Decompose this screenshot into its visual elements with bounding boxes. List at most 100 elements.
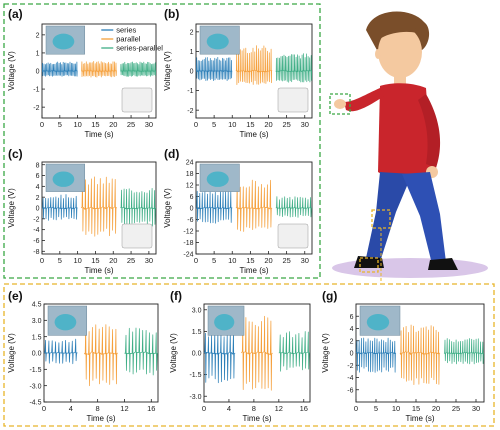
x-tick-label: 0 xyxy=(42,404,46,413)
x-tick-label: 30 xyxy=(301,256,309,265)
y-tick-label: -8 xyxy=(33,249,39,256)
y-tick-label: 4 xyxy=(350,326,354,333)
y-axis-label: Voltage (V) xyxy=(7,51,16,91)
y-tick-label: 6 xyxy=(190,194,194,201)
signal-parallel xyxy=(80,176,117,237)
y-tick-label: 3.0 xyxy=(192,307,202,314)
signal-parallel xyxy=(235,179,273,232)
wrist-highlight-box xyxy=(329,93,351,115)
signal-parallel xyxy=(235,45,273,85)
panel-e: (e) 0 4 8 12 16 4.5 3.0 1.5 0.0 -1.5 -3.0 -4.5 Time (… xyxy=(7,289,159,423)
y-tick-label: -1 xyxy=(187,88,193,95)
signal-series-parallel xyxy=(124,327,159,376)
keyboard-typing-icon xyxy=(121,87,153,113)
signal-parallel xyxy=(83,322,118,387)
walking-person-cartoon xyxy=(329,11,488,282)
panel-label: (f) xyxy=(170,289,182,303)
y-tick-label: 0 xyxy=(190,206,194,213)
x-tick-label: 8 xyxy=(252,404,256,413)
y-tick-label: 0 xyxy=(36,69,40,76)
signal-series-parallel xyxy=(278,331,311,372)
y-axis-label: Voltage (V) xyxy=(169,333,178,373)
x-tick-label: 30 xyxy=(301,120,309,129)
x-axis-label: Time (s) xyxy=(405,414,434,423)
group-frame-yellow xyxy=(3,283,495,427)
panel-label: (c) xyxy=(8,147,23,161)
x-tick-label: 12 xyxy=(275,404,283,413)
panel-label: (d) xyxy=(164,147,179,161)
x-tick-label: 10 xyxy=(73,256,81,265)
signal-series xyxy=(203,330,236,384)
y-tick-label: 1 xyxy=(190,49,194,56)
heel-highlight-box xyxy=(359,257,379,273)
x-tick-label: 20 xyxy=(432,404,440,413)
y-tick-label: 2 xyxy=(350,338,354,345)
y-tick-label: -2 xyxy=(187,108,193,115)
x-tick-label: 15 xyxy=(91,256,99,265)
y-tick-label: -1.5 xyxy=(29,367,41,374)
y-tick-label: -3.0 xyxy=(29,383,41,390)
x-tick-label: 25 xyxy=(452,404,460,413)
y-tick-label: 0 xyxy=(190,69,194,76)
panel-d: (d) 0 5 10 15 20 25 30 24 18 12 6 0 -6 -12 -18 -24 Time (… xyxy=(163,147,313,275)
y-tick-label: 3.0 xyxy=(32,318,42,325)
x-tick-label: 12 xyxy=(120,404,128,413)
y-tick-label: 6 xyxy=(36,173,40,180)
y-tick-label: 2 xyxy=(36,32,40,39)
y-tick-label: 0 xyxy=(36,206,40,213)
y-tick-label: -6 xyxy=(33,238,39,245)
signal-series-parallel xyxy=(275,53,313,83)
legend-entry: series-parallel xyxy=(116,44,163,53)
y-axis-label: Voltage (V) xyxy=(163,188,172,228)
y-tick-label: -1.5 xyxy=(189,372,201,379)
signal-parallel xyxy=(81,61,117,78)
x-tick-label: 10 xyxy=(73,120,81,129)
y-tick-label: -4 xyxy=(347,375,353,382)
x-tick-label: 25 xyxy=(282,120,290,129)
x-tick-label: 10 xyxy=(228,120,236,129)
glove-hand-shape xyxy=(206,171,229,187)
y-tick-label: 1.5 xyxy=(32,334,42,341)
x-tick-label: 30 xyxy=(145,256,153,265)
y-tick-label: 2 xyxy=(190,29,194,36)
signal-parallel xyxy=(399,324,441,385)
y-tick-label: -3.0 xyxy=(189,394,201,401)
y-tick-label: 8 xyxy=(36,162,40,169)
x-tick-label: 20 xyxy=(109,256,117,265)
y-tick-label: 24 xyxy=(186,160,194,167)
y-tick-label: -2 xyxy=(347,363,353,370)
y-axis-label: Voltage (V) xyxy=(7,333,16,373)
x-axis-label: Time (s) xyxy=(84,130,113,139)
x-tick-label: 10 xyxy=(228,256,236,265)
x-tick-label: 0 xyxy=(194,256,198,265)
x-tick-label: 5 xyxy=(58,120,62,129)
y-tick-label: -4.5 xyxy=(29,400,41,407)
y-axis-label: Voltage (V) xyxy=(7,188,16,228)
y-tick-label: -2 xyxy=(33,105,39,112)
signal-series xyxy=(43,338,78,365)
glove-hand-shape xyxy=(366,313,390,331)
y-tick-label: 0.0 xyxy=(32,351,42,358)
mouse-click-icon xyxy=(277,87,309,113)
x-tick-label: 5 xyxy=(212,256,216,265)
x-tick-label: 20 xyxy=(109,120,117,129)
x-tick-label: 10 xyxy=(392,404,400,413)
glove-hand-shape xyxy=(206,33,229,50)
signal-series xyxy=(355,337,397,373)
x-tick-label: 15 xyxy=(91,120,99,129)
legend-entry: parallel xyxy=(116,35,141,44)
x-axis-label: Time (s) xyxy=(242,414,271,423)
panel-f: (f) 0 4 8 12 16 3.0 1.5 0.0 -1.5 -3.0 Time (s) Volta… xyxy=(169,289,311,423)
glove-hand-shape xyxy=(214,313,235,331)
y-tick-label: -4 xyxy=(33,227,39,234)
y-tick-label: 1.5 xyxy=(192,329,202,336)
x-axis-label: Time (s) xyxy=(239,130,268,139)
y-tick-label: 1 xyxy=(36,51,40,58)
signal-series xyxy=(195,190,233,224)
x-tick-label: 20 xyxy=(264,120,272,129)
x-tick-label: 5 xyxy=(58,256,62,265)
signal-parallel xyxy=(241,315,273,391)
